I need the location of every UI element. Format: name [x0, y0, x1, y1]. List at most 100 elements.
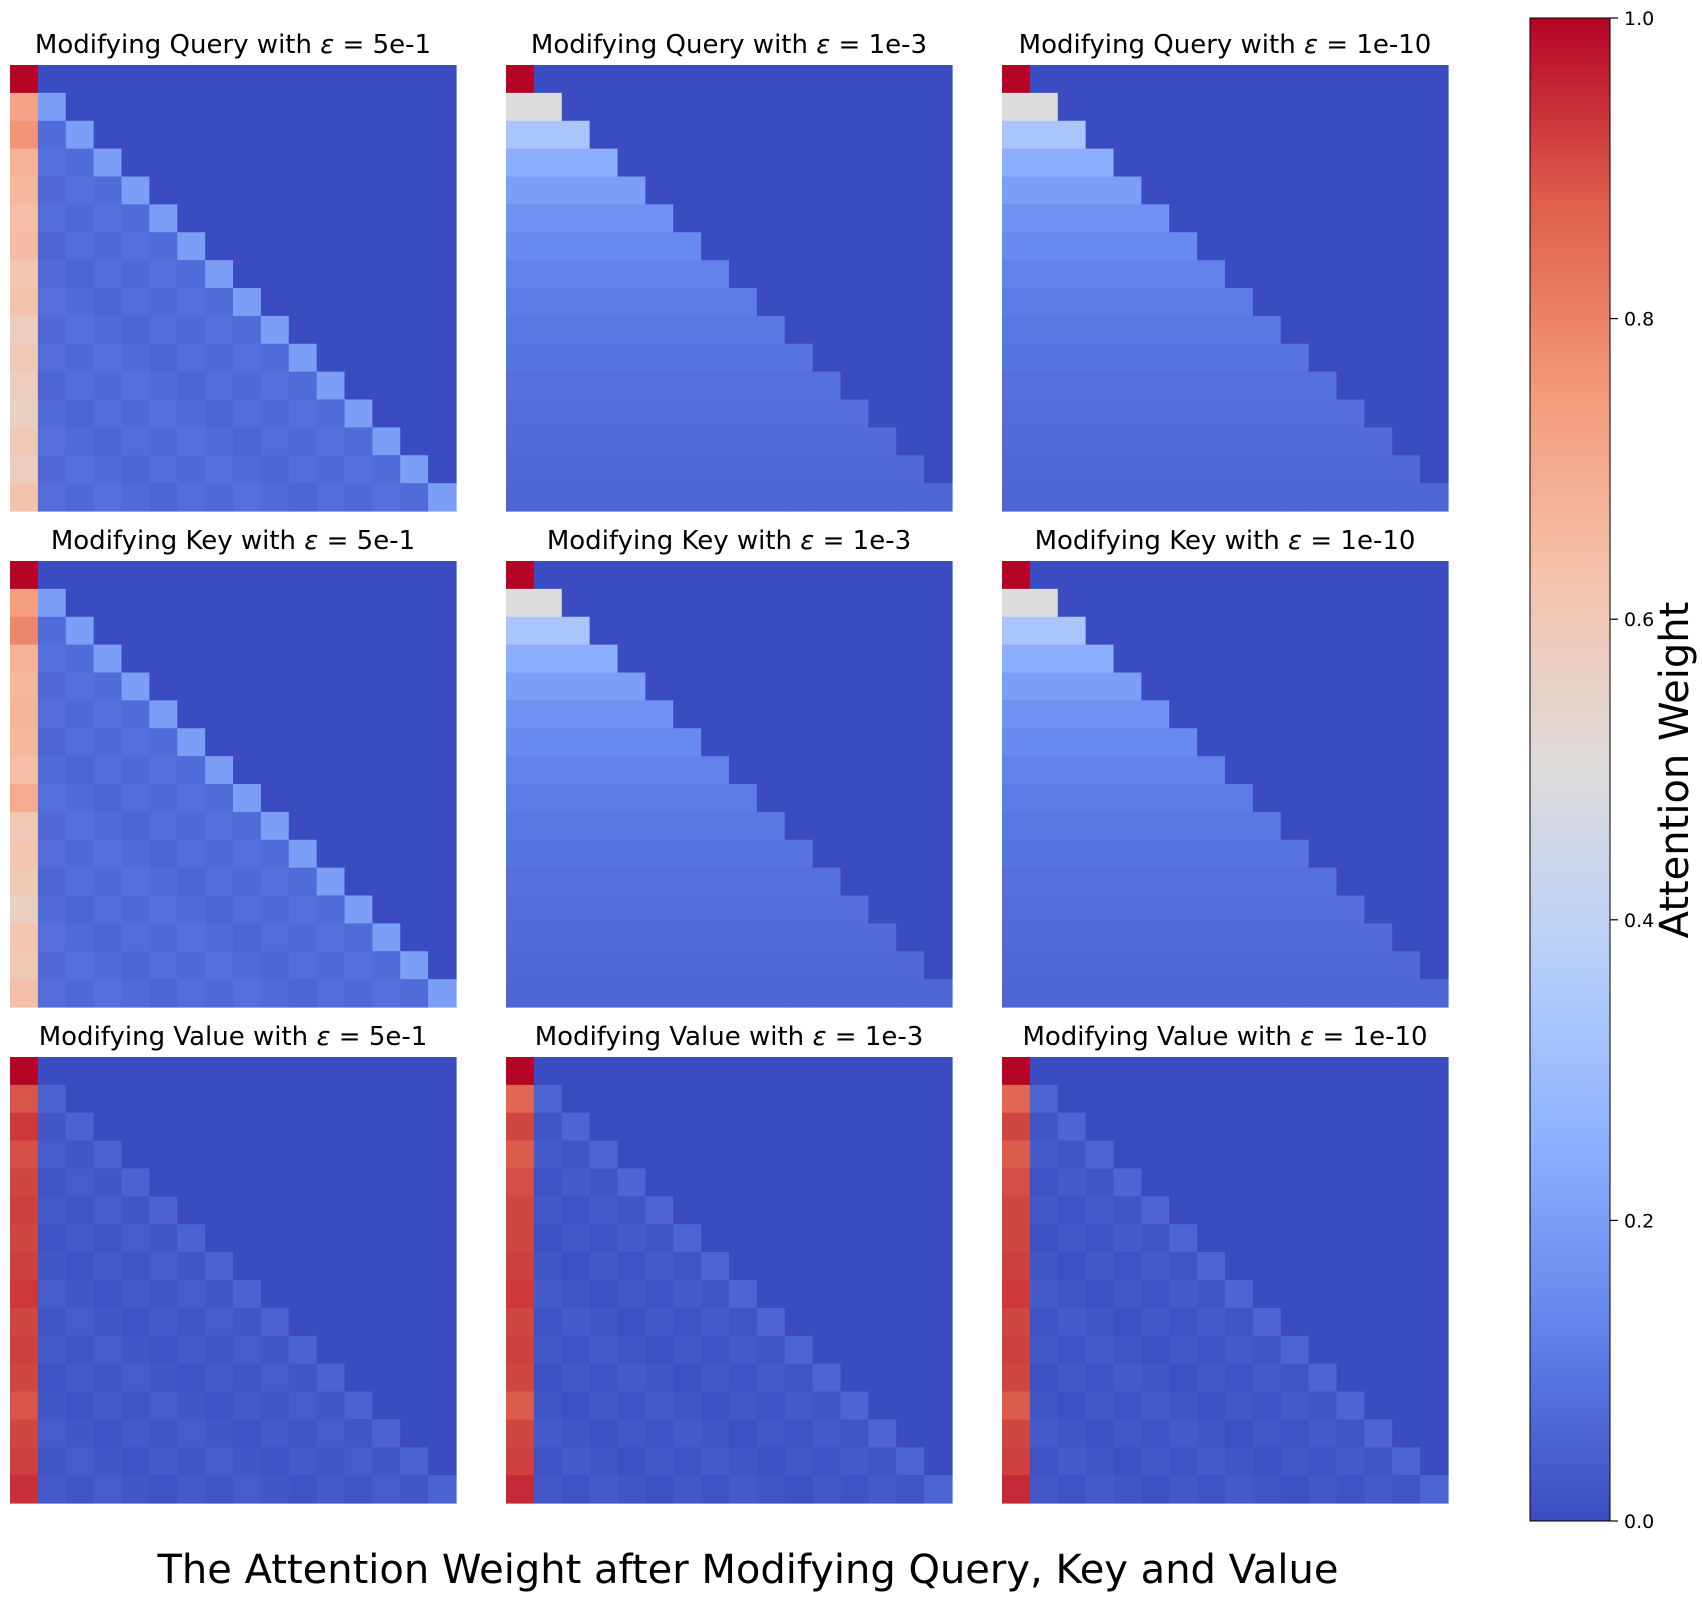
heatmap-cell	[428, 784, 457, 813]
heatmap-cell	[1252, 1307, 1282, 1337]
heatmap-cell	[1392, 588, 1421, 618]
heatmap-cell	[1029, 427, 1059, 456]
heatmap-cell	[1029, 65, 1059, 94]
heatmap-cell	[1029, 1391, 1059, 1420]
heatmap-cell	[428, 204, 457, 233]
heatmap-cell	[1113, 1307, 1142, 1337]
heatmap-cell	[93, 1447, 123, 1476]
heatmap-cell	[812, 1335, 842, 1365]
heatmap-cell	[868, 672, 897, 701]
heatmap-cell	[37, 315, 67, 345]
title-suffix: = 1e-3	[827, 1022, 924, 1052]
heatmap-cell	[10, 483, 39, 512]
heatmap-cell	[93, 455, 123, 484]
heatmap-cell	[1392, 811, 1421, 841]
heatmap-cell	[1085, 1280, 1115, 1309]
heatmap-cell	[205, 232, 234, 261]
heatmap-cell	[645, 120, 674, 150]
heatmap-cell	[233, 1391, 262, 1420]
heatmap-cell	[65, 288, 95, 317]
heatmap-cell	[205, 1112, 234, 1142]
heatmap-cell	[233, 1057, 262, 1086]
heatmap-cell	[205, 1280, 234, 1309]
heatmap-cell	[428, 1196, 457, 1225]
heatmap-cell	[400, 1168, 429, 1197]
heatmap-cell	[288, 951, 318, 980]
heatmap-cell	[372, 784, 401, 813]
heatmap-cell	[121, 561, 150, 590]
heatmap-cell	[589, 204, 619, 233]
heatmap-cell	[1029, 1140, 1059, 1170]
heatmap-cell	[1252, 588, 1282, 618]
heatmap-cell	[93, 1391, 123, 1420]
heatmap-cell	[617, 588, 646, 618]
heatmap-cell	[617, 371, 646, 401]
heatmap-cell	[1252, 288, 1282, 317]
heatmap-cell	[673, 951, 702, 980]
heatmap-cell	[1364, 1224, 1393, 1253]
heatmap-cell	[896, 1391, 925, 1420]
heatmap-cell	[701, 1252, 730, 1281]
heatmap-cell	[121, 1335, 150, 1365]
heatmap-cell	[1141, 148, 1170, 178]
heatmap-cell	[1364, 1112, 1393, 1142]
heatmap-cell	[1336, 728, 1365, 757]
heatmap-cell	[1392, 1168, 1421, 1197]
heatmap-cell	[1141, 260, 1170, 289]
heatmap-cell	[10, 399, 39, 428]
heatmap-cell	[1085, 1363, 1115, 1393]
heatmap-cell	[1420, 1224, 1449, 1253]
heatmap-cell	[149, 616, 178, 646]
heatmap-cell	[372, 120, 401, 150]
heatmap-cell	[896, 371, 925, 401]
heatmap-cell	[1364, 1280, 1393, 1309]
heatmap-cell	[840, 979, 869, 1008]
heatmap-cell	[260, 951, 290, 980]
heatmap-cell	[177, 1140, 206, 1170]
heatmap-cell	[701, 923, 730, 952]
heatmap-cell	[645, 951, 674, 980]
heatmap-cell	[400, 483, 429, 512]
heatmap-cell	[589, 1140, 619, 1170]
heatmap-cell	[1029, 728, 1059, 757]
heatmap-cell	[756, 1307, 786, 1337]
heatmap-cell	[533, 1252, 563, 1281]
heatmap-cell	[316, 644, 346, 674]
heatmap-cell	[316, 371, 346, 401]
heatmap-cell	[645, 728, 674, 757]
heatmap-cell	[1029, 399, 1059, 428]
heatmap-cell	[840, 232, 869, 261]
heatmap-cell	[896, 561, 925, 590]
heatmap-cell	[1308, 204, 1338, 233]
heatmap-cell	[288, 92, 318, 122]
heatmap-cell	[1308, 1307, 1338, 1337]
heatmap-cell	[93, 232, 123, 261]
heatmap-cell	[1364, 895, 1393, 924]
heatmap-cell	[1252, 1168, 1282, 1197]
heatmap-cell	[1364, 148, 1393, 178]
heatmap-cell	[924, 1112, 953, 1142]
heatmap-cell	[1029, 1112, 1059, 1142]
heatmap-cell	[1113, 455, 1142, 484]
heatmap-cell	[121, 1280, 150, 1309]
heatmap-cell	[93, 427, 123, 456]
heatmap-cell	[589, 176, 619, 205]
heatmap-cell	[533, 1224, 563, 1253]
heatmap-cell	[812, 895, 842, 924]
heatmap-cell	[617, 65, 646, 94]
heatmap-cell	[924, 1224, 953, 1253]
heatmap-cell	[840, 288, 869, 317]
heatmap-cell	[812, 1307, 842, 1337]
heatmap-cell	[1057, 756, 1087, 785]
heatmap-cell	[701, 288, 730, 317]
heatmap-cell	[1308, 700, 1338, 729]
heatmap-cell	[924, 979, 953, 1008]
heatmap-cell	[1225, 839, 1254, 869]
heatmap-cell	[1141, 951, 1170, 980]
heatmap-cell	[1085, 343, 1115, 373]
heatmap-cell	[1308, 260, 1338, 289]
heatmap-cell	[1280, 371, 1310, 401]
heatmap-cell	[756, 65, 786, 94]
heatmap-cell	[316, 979, 346, 1008]
heatmap-cell	[233, 483, 262, 512]
